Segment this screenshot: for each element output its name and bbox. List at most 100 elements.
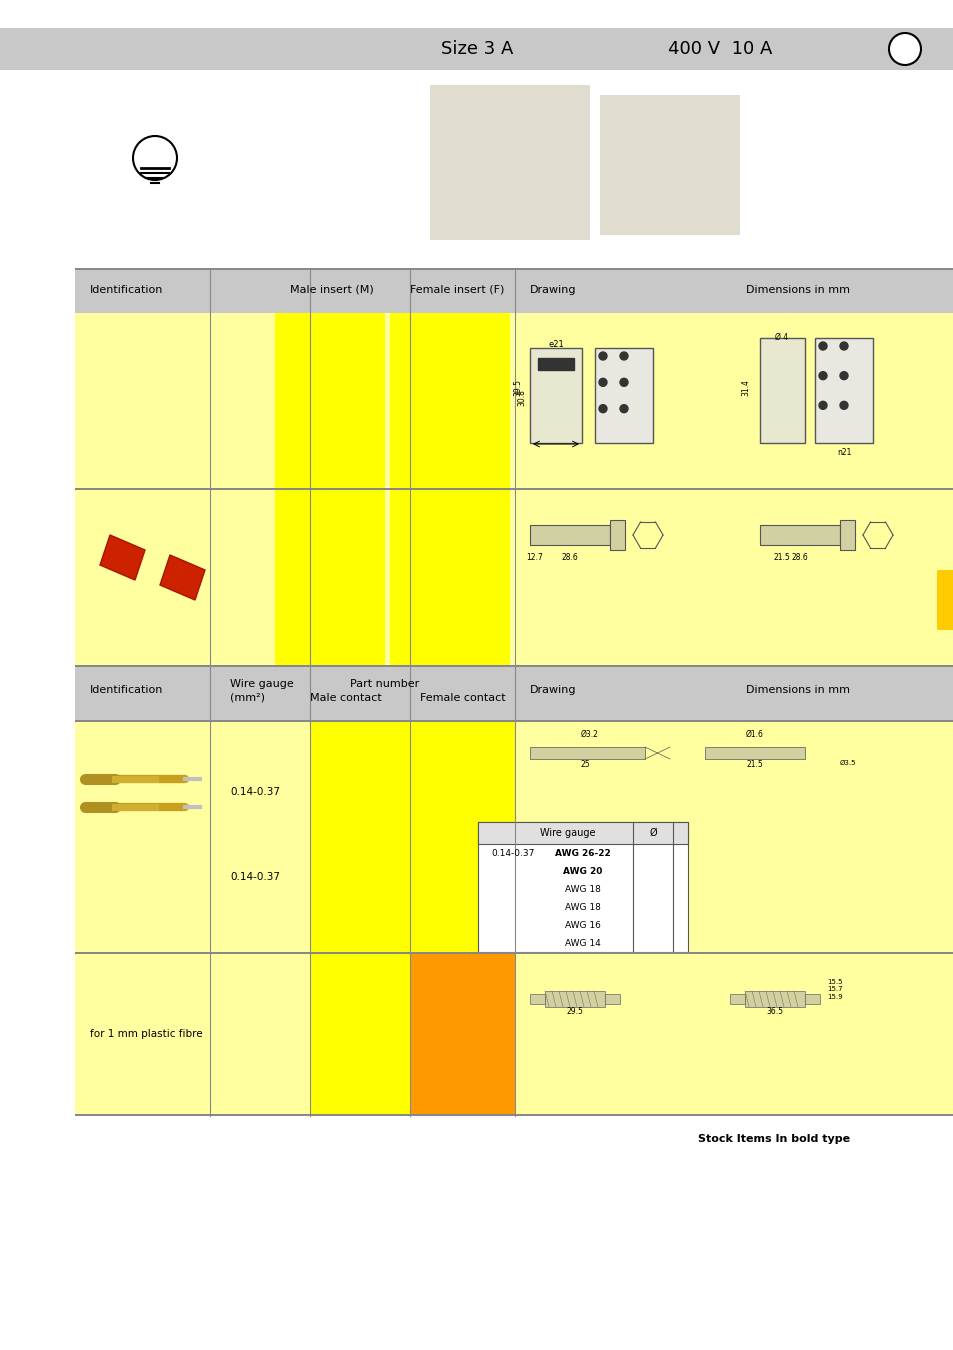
- Text: Ø1.6: Ø1.6: [745, 730, 763, 738]
- Bar: [760, 338, 804, 443]
- Bar: [530, 994, 544, 1004]
- Bar: [75, 666, 953, 667]
- Polygon shape: [160, 555, 205, 599]
- Bar: [537, 358, 574, 370]
- Text: Dimensions in mm: Dimensions in mm: [745, 285, 849, 296]
- Bar: [75, 720, 953, 722]
- Circle shape: [619, 352, 627, 360]
- Text: 25: 25: [579, 760, 589, 770]
- Bar: [75, 269, 953, 313]
- Bar: [604, 994, 619, 1004]
- Text: 28.6: 28.6: [561, 554, 578, 562]
- Circle shape: [598, 405, 606, 413]
- Text: 12.7: 12.7: [526, 554, 543, 562]
- Text: AWG 20: AWG 20: [562, 867, 602, 876]
- Circle shape: [619, 405, 627, 413]
- Bar: [814, 338, 872, 443]
- Text: 36.5: 36.5: [765, 1007, 782, 1017]
- Text: n21: n21: [836, 448, 850, 458]
- Bar: [75, 954, 953, 1114]
- Text: 39.5: 39.5: [513, 379, 521, 397]
- Polygon shape: [100, 535, 145, 580]
- Bar: [609, 520, 624, 549]
- Text: AWG 18: AWG 18: [564, 886, 600, 894]
- Bar: [729, 994, 744, 1004]
- Bar: [75, 269, 953, 270]
- Circle shape: [818, 371, 826, 379]
- Bar: [477, 822, 687, 952]
- Text: Female insert (F): Female insert (F): [410, 285, 504, 296]
- Bar: [760, 525, 840, 545]
- Bar: [704, 747, 804, 759]
- Text: Identification: Identification: [90, 285, 163, 296]
- Bar: [390, 490, 510, 666]
- Bar: [75, 490, 953, 666]
- Circle shape: [818, 401, 826, 409]
- Text: Size 3 A: Size 3 A: [440, 40, 513, 58]
- Text: Male insert (M): Male insert (M): [290, 285, 374, 296]
- Bar: [75, 487, 953, 490]
- Bar: [804, 994, 820, 1004]
- Circle shape: [619, 378, 627, 386]
- Bar: [310, 722, 410, 952]
- Text: Ø 4: Ø 4: [775, 333, 788, 342]
- Bar: [274, 490, 385, 666]
- Bar: [310, 954, 410, 1114]
- Text: 31.4: 31.4: [740, 379, 749, 397]
- Text: 21.5: 21.5: [773, 554, 789, 562]
- Text: Wire gauge: Wire gauge: [539, 828, 595, 838]
- Text: AWG 26-22: AWG 26-22: [555, 849, 610, 859]
- Bar: [75, 952, 953, 954]
- Text: 0.14-0.37: 0.14-0.37: [230, 872, 280, 882]
- Circle shape: [598, 378, 606, 386]
- Text: Part number: Part number: [350, 679, 418, 688]
- Bar: [210, 722, 310, 952]
- Bar: [410, 954, 515, 1114]
- Text: 400 V  10 A: 400 V 10 A: [667, 40, 771, 58]
- Bar: [390, 313, 510, 487]
- Text: AWG 14: AWG 14: [564, 940, 600, 948]
- Bar: [0, 28, 953, 70]
- Bar: [744, 991, 804, 1007]
- Bar: [840, 520, 854, 549]
- Bar: [544, 991, 604, 1007]
- Bar: [210, 954, 310, 1114]
- Text: 29.5: 29.5: [566, 1007, 583, 1017]
- Text: Female contact: Female contact: [419, 693, 505, 703]
- Text: Ø: Ø: [648, 828, 656, 838]
- Bar: [410, 722, 515, 952]
- Bar: [75, 313, 953, 487]
- Circle shape: [840, 342, 847, 350]
- Text: Identification: Identification: [90, 684, 163, 695]
- Circle shape: [598, 352, 606, 360]
- Text: 0.14-0.37: 0.14-0.37: [491, 849, 534, 859]
- Text: AWG 16: AWG 16: [564, 921, 600, 930]
- Text: Stock Items In bold type: Stock Items In bold type: [698, 1134, 849, 1143]
- Text: Drawing: Drawing: [530, 684, 576, 695]
- Bar: [530, 747, 644, 759]
- Bar: [936, 570, 953, 630]
- Text: AWG 18: AWG 18: [564, 903, 600, 913]
- Text: 15.9: 15.9: [826, 994, 841, 1000]
- Text: Dimensions in mm: Dimensions in mm: [745, 684, 849, 695]
- Circle shape: [888, 32, 920, 65]
- Text: for 1 mm plastic fibre: for 1 mm plastic fibre: [90, 1029, 202, 1040]
- Text: 28.6: 28.6: [791, 554, 807, 562]
- Text: 15.7: 15.7: [826, 986, 841, 992]
- Bar: [430, 85, 589, 240]
- Bar: [530, 525, 609, 545]
- Bar: [75, 1114, 953, 1116]
- Text: Wire gauge: Wire gauge: [230, 679, 294, 688]
- Text: Ø3.2: Ø3.2: [580, 730, 598, 738]
- Bar: [75, 722, 953, 952]
- Text: Drawing: Drawing: [530, 285, 576, 296]
- Text: 30.8: 30.8: [517, 390, 525, 406]
- Bar: [599, 95, 740, 235]
- Text: (mm²): (mm²): [230, 693, 265, 703]
- Bar: [75, 667, 953, 722]
- Circle shape: [840, 371, 847, 379]
- Circle shape: [840, 401, 847, 409]
- Text: Male contact: Male contact: [310, 693, 381, 703]
- Text: Ø3.5: Ø3.5: [840, 760, 856, 765]
- Text: 21.5: 21.5: [746, 760, 762, 770]
